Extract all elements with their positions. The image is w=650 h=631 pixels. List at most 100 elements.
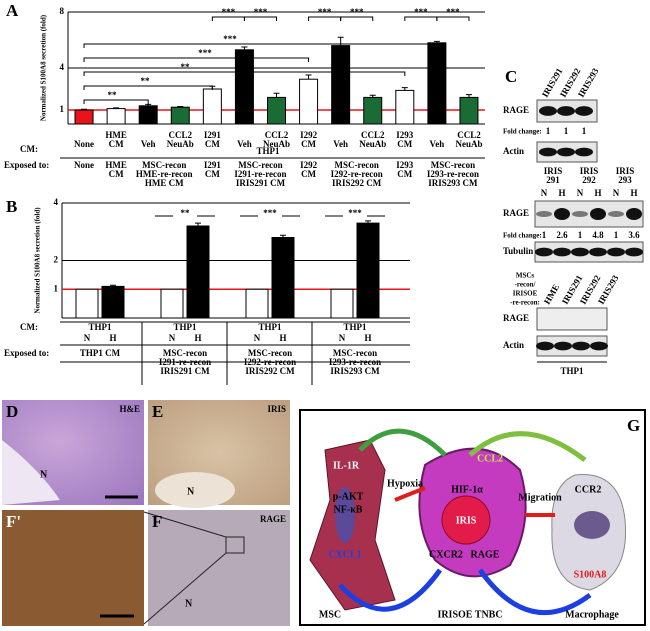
lane-header: N	[613, 188, 620, 198]
significance: ***	[446, 7, 460, 17]
axis-label: CCL2	[169, 130, 193, 140]
significance: ***	[222, 7, 236, 17]
blot	[536, 307, 608, 331]
error-bar	[305, 74, 312, 80]
axis-label: MSC-recon	[142, 160, 186, 170]
significance: **	[181, 208, 191, 218]
error-bar	[145, 103, 152, 106]
band	[536, 211, 552, 217]
axis-label: HME CM	[145, 178, 184, 188]
significance-bracket	[243, 16, 277, 21]
bar	[395, 89, 415, 125]
error-bar	[401, 87, 408, 91]
band	[590, 341, 608, 351]
row-label: CM:	[20, 322, 38, 332]
bar	[299, 78, 319, 125]
band	[590, 208, 606, 220]
significance-bracket	[83, 43, 438, 48]
axis-label: MSC-recon	[248, 348, 292, 358]
y-axis-label: Normalized S100A8 secretion (fold)	[40, 14, 48, 121]
lane-header: N	[541, 188, 548, 198]
axis-label: I293-re-recon	[329, 357, 381, 367]
stain-label: RAGE	[260, 514, 286, 524]
bar	[267, 96, 286, 125]
axis-label: I293-re-recon	[427, 169, 479, 179]
panel-label: B	[6, 197, 17, 216]
x-tick-label: N	[84, 333, 91, 343]
axis-label: 292	[582, 175, 596, 185]
axis-label: IRIS291 CM	[160, 366, 210, 376]
x-tick-label: N	[254, 333, 261, 343]
band	[575, 106, 593, 116]
axis-label: 293	[618, 175, 632, 185]
band	[575, 147, 593, 157]
error-bar	[195, 222, 201, 226]
zoom-box	[225, 536, 245, 554]
panel-label: D	[6, 402, 18, 421]
y-tick-label: 1	[60, 104, 65, 114]
error-bar	[273, 92, 280, 98]
bar	[234, 49, 254, 125]
axis-label: CM	[301, 139, 316, 149]
axis-label: MSC-recon	[163, 348, 207, 358]
bar	[459, 96, 479, 125]
significance-bracket	[308, 16, 342, 21]
image-f	[148, 510, 290, 626]
significance-bracket	[404, 16, 438, 21]
axis-label: CM	[397, 169, 412, 179]
band	[557, 106, 575, 116]
band	[626, 208, 642, 220]
significance: **	[141, 76, 151, 86]
fold-value: 4.8	[592, 230, 604, 240]
significance-bracket	[83, 57, 310, 62]
error-bar	[81, 108, 88, 110]
x-tick-label: N	[339, 333, 346, 343]
axis-label: I291	[204, 160, 222, 170]
band	[539, 106, 557, 116]
axis-label: None	[74, 160, 94, 170]
arrow	[394, 486, 426, 502]
axis-label: I291-re-recon	[234, 169, 286, 179]
bar	[138, 105, 158, 125]
bar	[160, 288, 184, 319]
axis-label: I293	[396, 130, 414, 140]
error-bar	[110, 284, 116, 287]
significance: ***	[263, 208, 277, 218]
blot	[534, 200, 644, 228]
significance: ***	[348, 208, 362, 218]
bar	[271, 237, 295, 319]
y-tick-label: 1	[54, 283, 59, 293]
axis-label: Veh	[430, 139, 445, 149]
stain-label: H&E	[119, 404, 140, 414]
axis-label: None	[74, 139, 94, 149]
significance: ***	[350, 7, 364, 17]
y-tick-label: 4	[60, 62, 65, 72]
axis-label: Veh	[333, 139, 348, 149]
diagram-text: NF-κB	[334, 504, 363, 515]
lane-header: H	[558, 188, 565, 198]
y-tick-label: 8	[60, 6, 65, 16]
axis-label: IRIS293 CM	[330, 366, 380, 376]
x-tick-label: H	[194, 333, 201, 343]
axis-label: IRIS292 CM	[245, 366, 295, 376]
axis-label: MSC-recon	[333, 348, 377, 358]
axis-label: CCL2	[457, 130, 481, 140]
significance: **	[181, 62, 191, 72]
panel-label: A	[6, 1, 19, 20]
axis-label: MSC-recon	[238, 160, 282, 170]
necrosis-label: N	[185, 598, 193, 609]
msc-nucleus	[335, 487, 355, 543]
histology: D E F' F H&E IRIS RAGE N N N	[2, 400, 290, 626]
y-axis-label: Normalized S100A8 secretion (fold)	[34, 207, 42, 314]
band	[607, 247, 625, 257]
y-tick-label: 4	[54, 197, 59, 207]
group-label: THP1	[173, 322, 197, 332]
band	[625, 247, 643, 257]
axis-label: NeuAb	[263, 139, 290, 149]
band	[557, 147, 575, 157]
diagram-text: CXCR2	[429, 549, 463, 560]
axis-label: -recon/	[515, 281, 537, 289]
significance: ***	[414, 7, 428, 17]
axis-label: THP1 CM	[80, 348, 121, 358]
diagram-text: IRIS	[456, 515, 477, 526]
